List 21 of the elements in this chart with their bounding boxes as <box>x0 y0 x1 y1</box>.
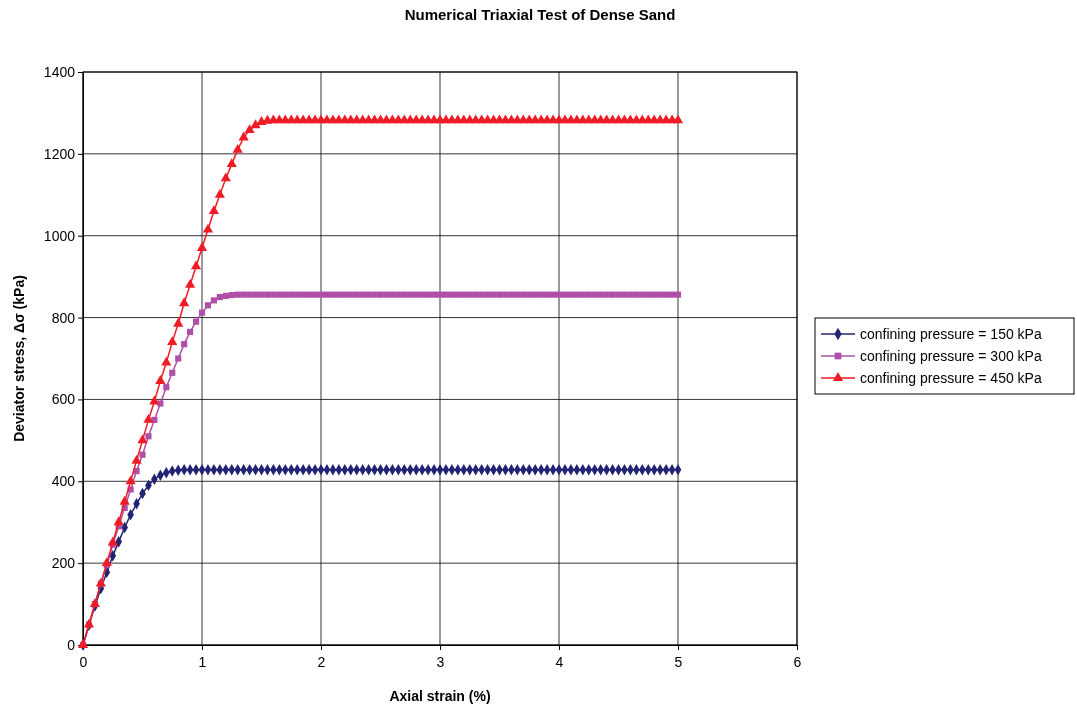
y-tick-label: 600 <box>51 391 76 408</box>
y-tick-label: 400 <box>51 473 76 490</box>
x-tick-label: 1 <box>198 654 207 670</box>
y-tick-label: 1400 <box>43 63 76 80</box>
legend-label: confining pressure = 450 kPa <box>860 370 1042 386</box>
y-axis-title: Deviator stress, Δσ (kPa) <box>11 275 27 442</box>
x-tick-label: 0 <box>79 654 88 670</box>
x-tick-label: 5 <box>674 654 683 670</box>
chart-title: Numerical Triaxial Test of Dense Sand <box>404 6 676 23</box>
x-tick-label: 6 <box>793 654 802 670</box>
y-tick-label: 1000 <box>43 227 76 244</box>
x-tick-label: 2 <box>317 654 326 670</box>
y-tick-label: 1200 <box>43 145 76 162</box>
y-tick-label: 0 <box>67 636 76 653</box>
legend-label: confining pressure = 300 kPa <box>860 348 1042 364</box>
x-tick-label: 3 <box>436 654 445 670</box>
y-tick-label: 800 <box>51 309 76 326</box>
y-tick-label: 200 <box>51 555 76 572</box>
legend-label: confining pressure = 150 kPa <box>860 326 1042 342</box>
x-tick-label: 4 <box>555 654 564 670</box>
x-axis-title: Axial strain (%) <box>389 688 491 704</box>
